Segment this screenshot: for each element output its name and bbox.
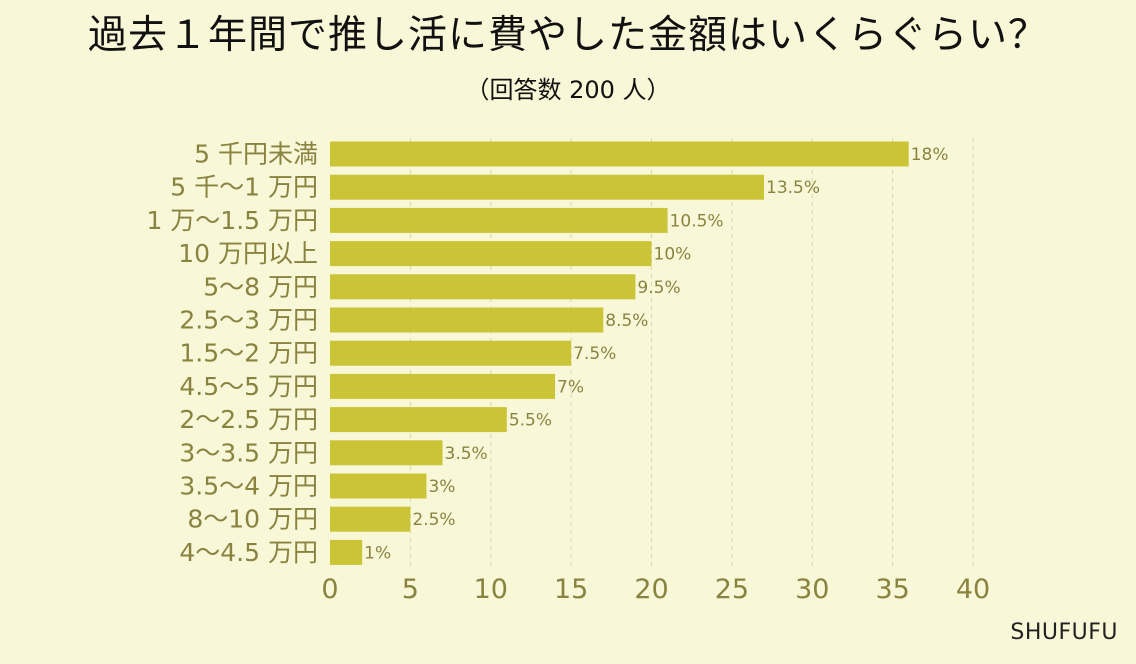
bar [330, 506, 411, 532]
x-tick-label: 15 [554, 574, 588, 605]
data-label: 9.5% [637, 278, 680, 298]
data-label: 2.5% [412, 510, 455, 530]
brand-logo: SHUFUFU [1010, 620, 1118, 645]
category-label: 1 万〜1.5 万円 [146, 206, 318, 235]
data-label: 10% [654, 245, 692, 265]
data-label: 7.5% [573, 344, 616, 364]
data-label: 8.5% [605, 311, 648, 331]
bar [330, 241, 652, 267]
category-label: 5 千〜1 万円 [170, 173, 318, 202]
category-label: 1.5〜2 万円 [179, 339, 318, 368]
bar [330, 539, 363, 565]
category-label: 5〜8 万円 [203, 272, 318, 301]
category-label: 8〜10 万円 [187, 505, 318, 534]
data-label: 13.5% [766, 178, 820, 198]
category-label: 3.5〜4 万円 [179, 472, 318, 501]
category-label: 3〜3.5 万円 [179, 438, 318, 467]
data-label: 7% [557, 377, 584, 397]
data-label: 18% [911, 145, 949, 165]
chart-title: 過去１年間で推し活に費やした金額はいくらぐらい？ [87, 13, 1048, 58]
x-tick-label: 10 [474, 574, 508, 605]
x-tick-label: 30 [795, 574, 829, 605]
bar [330, 373, 556, 399]
data-label: 10.5% [670, 211, 724, 231]
category-label: 2.5〜3 万円 [179, 306, 318, 335]
x-tick-label: 0 [321, 574, 338, 605]
category-label: 4.5〜5 万円 [179, 372, 318, 401]
x-tick-labels: 0 5 10 15 20 25 30 35 40 [321, 574, 990, 605]
x-tick-label: 5 [402, 574, 419, 605]
chart-subtitle: （回答数 200 人） [465, 76, 671, 104]
data-label: 1% [364, 543, 391, 563]
data-label: 3% [428, 477, 455, 497]
category-label: 10 万円以上 [178, 239, 318, 268]
category-labels: 5 千円未満 5 千〜1 万円 1 万〜1.5 万円 10 万円以上 5〜8 万円 2.5… [146, 140, 318, 567]
bar [330, 440, 443, 466]
bar [330, 141, 909, 167]
bar [330, 407, 507, 433]
bar [330, 307, 604, 333]
bar [330, 207, 668, 233]
data-label: 3.5% [445, 444, 488, 464]
bar [330, 340, 572, 366]
category-label: 4〜4.5 万円 [179, 538, 318, 567]
bars [330, 141, 909, 565]
category-label: 5 千円未満 [194, 140, 318, 169]
x-tick-label: 20 [634, 574, 668, 605]
category-label: 2〜2.5 万円 [179, 405, 318, 434]
bar [330, 174, 765, 200]
x-tick-label: 25 [715, 574, 749, 605]
x-tick-label: 40 [956, 574, 990, 605]
bar [330, 274, 636, 300]
data-labels: 18% 13.5% 10.5% 10% 9.5% 8.5% 7.5% 7%5.5% 3.5% 3%… [364, 145, 948, 563]
x-tick-label: 35 [875, 574, 909, 605]
bar [330, 473, 427, 499]
data-label: 5.5% [509, 411, 552, 431]
